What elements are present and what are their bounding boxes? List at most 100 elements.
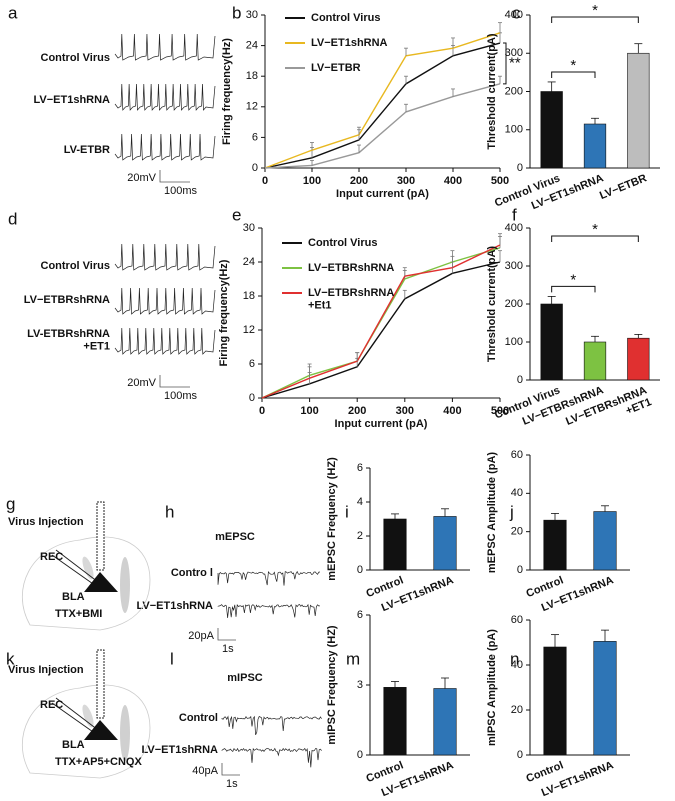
bar bbox=[433, 516, 457, 571]
x-tick-label: 0 bbox=[259, 405, 265, 417]
x-tick-label: 300 bbox=[396, 405, 414, 417]
significance-bracket bbox=[551, 235, 639, 242]
trace-title: mIPSC bbox=[227, 672, 263, 684]
trace-label: LV−ET1shRNA bbox=[33, 94, 110, 106]
significance-bracket bbox=[551, 71, 596, 78]
trace-label: Control Virus bbox=[41, 52, 110, 64]
diagram-label: BLA bbox=[62, 739, 85, 751]
significance-bracket bbox=[551, 16, 639, 23]
x-tick-label: 0 bbox=[262, 175, 268, 187]
bar bbox=[583, 341, 607, 381]
y-tick-label: 200 bbox=[505, 298, 523, 310]
y-tick-label: 300 bbox=[505, 260, 523, 272]
neuron bbox=[84, 572, 118, 592]
y-axis-label: Threshold current(pA) bbox=[486, 246, 498, 362]
scale-label: 100ms bbox=[164, 185, 198, 197]
y-axis-label: Threshold current(pA) bbox=[486, 33, 498, 149]
injection-needle bbox=[96, 649, 105, 719]
y-tick-label: 200 bbox=[505, 85, 523, 97]
x-tick-label: 300 bbox=[397, 175, 415, 187]
bar bbox=[627, 337, 650, 381]
recording-electrode bbox=[51, 697, 99, 735]
panel-letter: l bbox=[170, 649, 174, 668]
panel-letter: a bbox=[8, 3, 18, 22]
bar bbox=[593, 511, 617, 571]
trace bbox=[114, 287, 216, 315]
y-tick-label: 60 bbox=[511, 614, 523, 626]
legend-label: LV−ETBR bbox=[311, 62, 361, 74]
y-tick-label: 6 bbox=[357, 462, 363, 474]
brain-region bbox=[120, 705, 130, 761]
brain-region bbox=[120, 557, 130, 613]
y-tick-label: 18 bbox=[243, 290, 255, 302]
bar bbox=[433, 688, 457, 756]
y-tick-label: 20 bbox=[511, 704, 523, 716]
trace-label: Control Virus bbox=[41, 260, 110, 272]
series-line bbox=[264, 42, 501, 169]
y-tick-label: 400 bbox=[505, 222, 523, 234]
panel-letter: m bbox=[346, 649, 360, 668]
y-tick-label: 12 bbox=[243, 324, 255, 336]
y-tick-label: 300 bbox=[505, 47, 523, 59]
y-tick-label: 30 bbox=[246, 9, 258, 21]
trace-label: LV−ETBRshRNA bbox=[24, 294, 110, 306]
legend-label: Control Virus bbox=[311, 12, 380, 24]
scale-label: 20mV bbox=[127, 172, 156, 184]
y-tick-label: 0 bbox=[357, 564, 363, 576]
x-axis-label: Input current (pA) bbox=[335, 418, 428, 430]
trace-label: LV−ET1shRNA bbox=[136, 600, 213, 612]
diagram-label: TTX+AP5+CNQX bbox=[55, 756, 142, 768]
neuron bbox=[84, 720, 118, 740]
x-tick-label: 500 bbox=[491, 175, 509, 187]
y-tick-label: 60 bbox=[511, 449, 523, 461]
y-tick-label: 18 bbox=[246, 70, 258, 82]
panel-letter: d bbox=[8, 209, 17, 228]
trace bbox=[221, 715, 322, 735]
y-tick-label: 0 bbox=[357, 749, 363, 761]
x-axis-label: Input current (pA) bbox=[336, 188, 429, 200]
y-tick-label: 0 bbox=[517, 564, 523, 576]
series-line bbox=[264, 83, 501, 169]
y-tick-label: 30 bbox=[243, 222, 255, 234]
bar bbox=[593, 641, 617, 756]
y-tick-label: 6 bbox=[357, 609, 363, 621]
scale-label: 20mV bbox=[127, 377, 156, 389]
scale-label: 1s bbox=[222, 643, 234, 655]
significance-bracket bbox=[503, 42, 507, 85]
y-tick-label: 12 bbox=[246, 101, 258, 113]
significance-bracket bbox=[551, 285, 596, 293]
trace-title: mEPSC bbox=[215, 531, 255, 543]
x-tick-label: LV−ETBRshRNA+ET1 bbox=[564, 384, 653, 439]
x-tick-label: 200 bbox=[350, 175, 368, 187]
x-tick-label: 100 bbox=[303, 175, 321, 187]
scale-label: 20pA bbox=[188, 630, 214, 642]
panel-letter: e bbox=[232, 205, 241, 224]
significance-label: * bbox=[592, 2, 598, 19]
y-tick-label: 40 bbox=[511, 659, 523, 671]
x-tick-label: LV−ETBR bbox=[598, 172, 649, 202]
panel-letter: i bbox=[345, 502, 349, 521]
bar bbox=[543, 646, 567, 756]
trace bbox=[114, 83, 216, 111]
trace bbox=[217, 570, 321, 586]
x-tick-label: 500 bbox=[491, 405, 509, 417]
y-axis-label: mEPSC Amplitude (pA) bbox=[486, 452, 498, 574]
y-tick-label: 6 bbox=[249, 358, 255, 370]
legend-label: LV−ETBRshRNA bbox=[308, 262, 394, 274]
trace bbox=[114, 133, 216, 161]
panel-letter: b bbox=[232, 3, 241, 22]
panel-letter: k bbox=[6, 649, 15, 668]
y-axis-label: mEPSC Frequency (HZ) bbox=[326, 457, 338, 581]
significance-label: ** bbox=[509, 54, 521, 71]
y-tick-label: 6 bbox=[252, 131, 258, 143]
scale-label: 40pA bbox=[192, 765, 218, 777]
diagram-label: REC bbox=[40, 551, 63, 563]
brain-outline bbox=[21, 684, 151, 779]
y-axis-label: mIPSC Amplitude (pA) bbox=[486, 629, 498, 746]
scale-label: 100ms bbox=[164, 390, 198, 402]
diagram-label: REC bbox=[40, 699, 63, 711]
y-tick-label: 40 bbox=[511, 487, 523, 499]
bar bbox=[383, 687, 407, 756]
